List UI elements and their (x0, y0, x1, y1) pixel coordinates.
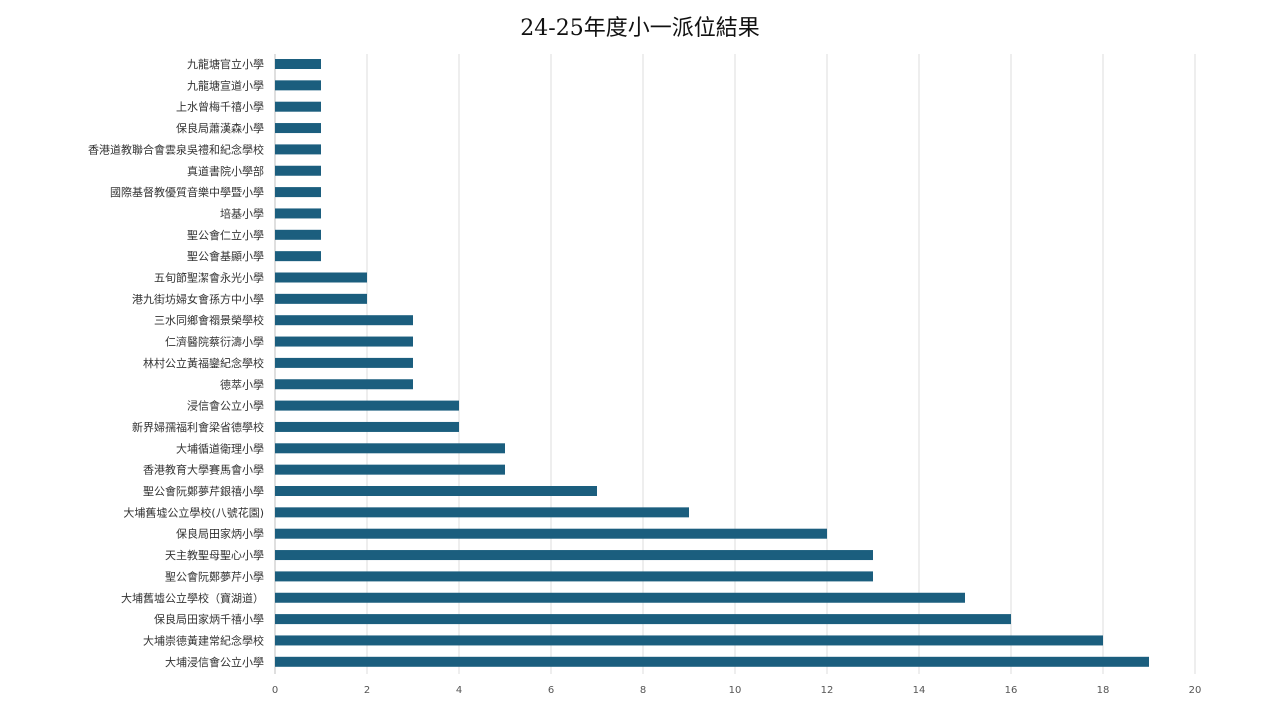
category-label: 聖公會仁立小學 (187, 228, 264, 242)
category-label: 港九街坊婦女會孫方中小學 (132, 292, 264, 306)
category-label: 天主教聖母聖心小學 (165, 549, 264, 562)
bar (275, 421, 459, 432)
category-label: 大埔浸信會公立小學 (165, 655, 264, 669)
bar (275, 101, 321, 112)
x-tick-label: 16 (1005, 685, 1018, 696)
x-tick-label: 10 (729, 685, 742, 696)
bar (275, 336, 413, 347)
category-label: 九龍塘官立小學 (187, 57, 264, 71)
category-label: 保良局蕭漢森小學 (176, 121, 264, 135)
x-tick-label: 0 (272, 685, 278, 696)
bar (275, 486, 597, 496)
bars (275, 59, 1149, 667)
x-tick-label: 12 (821, 685, 834, 696)
bar (275, 443, 505, 454)
bar (275, 550, 873, 561)
category-label: 香港教育大學賽馬會小學 (143, 463, 264, 477)
category-label: 保良局田家炳千禧小學 (154, 612, 264, 626)
bar (275, 357, 413, 368)
bar (275, 528, 827, 539)
x-tick-label: 18 (1097, 685, 1110, 696)
category-label: 大埔舊墟公立學校（寶湖道） (121, 591, 264, 605)
category-label: 浸信會公立小學 (187, 399, 264, 413)
category-label: 香港道教聯合會雲泉吳禮和紀念學校 (88, 142, 264, 156)
category-label: 大埔崇德黃建常紀念學校 (143, 633, 264, 647)
bar (275, 251, 321, 262)
x-tick-label: 8 (640, 685, 646, 696)
bar (275, 272, 367, 283)
bar (275, 144, 321, 155)
category-label: 真道書院小學部 (187, 164, 264, 178)
category-label: 聖公會基顯小學 (187, 249, 264, 263)
category-label: 培基小學 (220, 206, 264, 220)
category-label: 大埔舊墟公立學校(八號花園) (123, 505, 264, 519)
x-tick-label: 2 (364, 685, 370, 696)
category-label: 上水曾梅千禧小學 (176, 100, 264, 114)
bar (275, 379, 413, 390)
x-tick-label: 20 (1189, 685, 1202, 696)
category-label: 大埔循道衛理小學 (176, 441, 264, 455)
chart-title: 24-25年度小一派位結果 (520, 16, 760, 41)
bar (275, 614, 1011, 625)
bar (275, 293, 367, 304)
bar (275, 507, 689, 518)
bar (275, 571, 873, 582)
category-label: 仁濟醫院蔡衍濤小學 (165, 335, 264, 349)
category-label: 聖公會阮鄭夢芹銀禧小學 (143, 484, 264, 498)
category-label: 新界婦孺福利會梁省德學校 (132, 420, 264, 434)
bar (275, 59, 321, 69)
category-label: 國際基督教優質音樂中學暨小學 (110, 185, 264, 199)
category-label: 保良局田家炳小學 (176, 527, 264, 541)
bar (275, 229, 321, 240)
category-label: 林村公立黃福鑾紀念學校 (143, 356, 264, 370)
bar (275, 187, 321, 198)
bar (275, 592, 965, 603)
bar (275, 400, 459, 411)
x-tick-label: 6 (548, 685, 554, 696)
x-tick-label: 4 (456, 685, 462, 696)
category-label: 三水同鄉會禤景榮學校 (154, 313, 264, 327)
bar (275, 315, 413, 326)
category-label: 九龍塘宣道小學 (187, 78, 264, 92)
bar (275, 208, 321, 219)
category-labels: 九龍塘官立小學九龍塘宣道小學上水曾梅千禧小學保良局蕭漢森小學香港道教聯合會雲泉吳… (88, 57, 264, 669)
category-label: 聖公會阮鄭夢芹小學 (165, 569, 264, 583)
bar (275, 464, 505, 475)
x-axis-ticks: 0 2 4 6 8 10 12 14 16 18 20 (272, 685, 1202, 696)
bar (275, 165, 321, 176)
bar (275, 80, 321, 91)
category-label: 五旬節聖潔會永光小學 (154, 271, 264, 285)
bar (275, 656, 1149, 667)
x-tick-label: 14 (913, 685, 926, 696)
bar (275, 635, 1103, 646)
category-label: 德萃小學 (220, 377, 264, 391)
bar (275, 123, 321, 134)
